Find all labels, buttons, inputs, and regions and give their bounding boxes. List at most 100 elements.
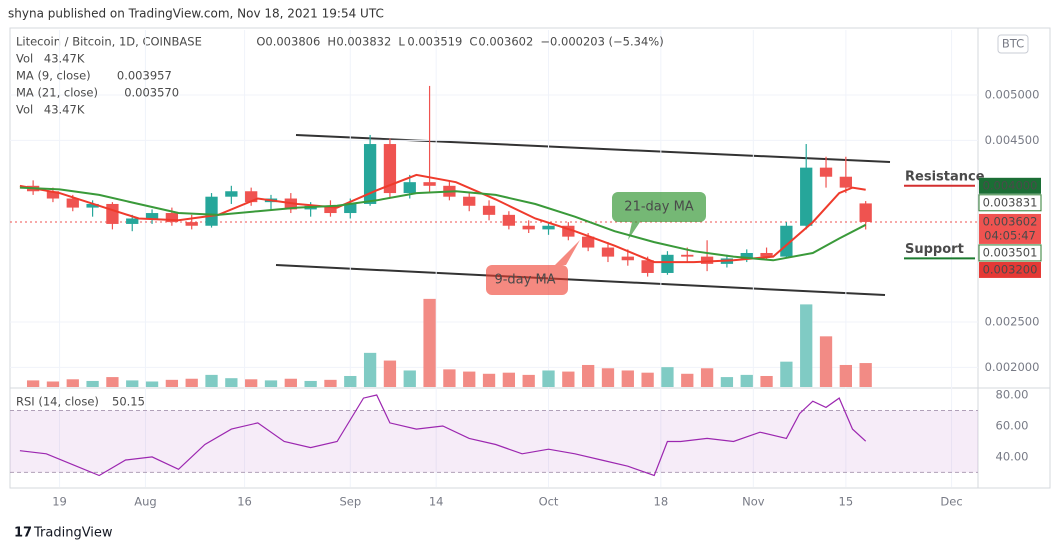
ohlc-label: C (469, 35, 477, 49)
currency: BTC (1002, 37, 1024, 51)
legend-name: MA (21, close) (16, 86, 98, 100)
ma9-label: 9-day MA (494, 273, 555, 288)
volume-bar (661, 367, 674, 387)
volume-bar (363, 352, 377, 387)
volume-bar (423, 298, 436, 387)
volume-bar (819, 336, 833, 387)
ohlc-label: L (398, 35, 405, 49)
candle-body (344, 203, 357, 214)
logo-mark: 17 (14, 526, 32, 541)
price-tag-label: 0.003501 (983, 245, 1038, 259)
rsi-tick-label: 60.00 (996, 418, 1029, 432)
volume-bar (740, 374, 753, 387)
volume-bar (86, 380, 99, 387)
ohlc-label: O (256, 35, 265, 49)
volume-bar (324, 379, 337, 387)
volume-bar (800, 304, 813, 387)
candle-body (641, 260, 654, 273)
y-tick-label: 0.002000 (985, 360, 1040, 374)
volume-bar (601, 368, 615, 387)
candle-body (562, 225, 575, 237)
y-tick-label: 0.002500 (985, 314, 1040, 328)
candle-body (463, 196, 476, 206)
volume-bar (760, 375, 773, 387)
price-tag (979, 261, 1041, 278)
volume-bar (403, 370, 416, 387)
candle-body (383, 144, 397, 194)
volume-bar (562, 371, 575, 387)
legend-name: Vol (16, 52, 33, 66)
volume-bar (641, 372, 654, 387)
volume-bar (46, 381, 60, 387)
legend-value: 0.003957 (117, 69, 172, 83)
level-label: Support (905, 242, 964, 257)
price-tag-label: 0.004000 (983, 178, 1038, 192)
legend-name: MA (9, close) (16, 69, 91, 83)
x-tick-label: 15 (839, 495, 854, 509)
rsi-tick-label: 40.00 (996, 449, 1029, 463)
rsi-tick-label: 80.00 (996, 387, 1029, 401)
channel-upper (295, 134, 891, 163)
candle-body (800, 167, 813, 226)
volume-bar (225, 378, 238, 387)
y-tick-label: 0.005000 (985, 88, 1040, 102)
candle-body (185, 222, 198, 226)
volume-bar (780, 361, 793, 387)
candle-body (403, 182, 416, 194)
candle-body (423, 182, 436, 186)
price-tag (978, 244, 1042, 262)
price-tag (979, 177, 1041, 194)
candle-body (661, 254, 674, 273)
x-tick-label: Oct (539, 495, 559, 509)
x-tick-label: 19 (52, 495, 67, 509)
volume-bar (542, 370, 555, 387)
x-tick-label: Dec (940, 495, 962, 509)
volume-bar (185, 378, 198, 387)
volume-bar (145, 381, 159, 387)
volume-bar (522, 374, 535, 387)
legend-value: 0.003570 (124, 86, 179, 100)
volume-bar (482, 373, 496, 387)
ohlc-value: 0.003519 (407, 35, 462, 49)
symbol: Litecoin / Bitcoin, 1D, COINBASE (16, 35, 202, 49)
candle-body (542, 225, 555, 230)
countdown: 04:05:47 (984, 228, 1036, 242)
candle-body (66, 198, 79, 208)
level-label: Resistance (905, 169, 985, 184)
y-tick-label: 0.004500 (985, 133, 1040, 147)
candle-body (522, 225, 535, 230)
volume-bar (700, 368, 714, 387)
candle-body (363, 144, 377, 204)
volume-bar (284, 378, 297, 387)
volume-bar (304, 380, 317, 387)
x-tick-label: Sep (339, 495, 361, 509)
candle-body (839, 176, 852, 188)
x-tick-label: Aug (134, 495, 156, 509)
volume-bar (165, 379, 179, 387)
rsi-line (19, 394, 867, 477)
candle-body (740, 252, 753, 259)
chart-frame (9, 27, 1051, 489)
candle-body (126, 218, 139, 224)
rsi-value: 50.15 (112, 395, 145, 409)
candle-body (482, 205, 496, 215)
candle-body (700, 256, 714, 264)
candle-body (681, 254, 694, 257)
candle-body (582, 236, 595, 248)
candle-body (245, 191, 258, 203)
moving-average (19, 173, 866, 264)
volume-bar (463, 371, 476, 387)
volume-bar (66, 379, 79, 387)
price-tag (979, 213, 1041, 244)
volume-bar (859, 363, 872, 387)
price-tag (978, 194, 1042, 212)
x-tick-label: 16 (237, 495, 252, 509)
rsi-band (10, 410, 978, 473)
candle-body (86, 203, 99, 208)
moving-average (19, 186, 867, 262)
ma21-callout (612, 192, 706, 240)
candle-body (819, 167, 833, 177)
volume-bar (205, 374, 218, 387)
ohlc-label: H (327, 35, 336, 49)
